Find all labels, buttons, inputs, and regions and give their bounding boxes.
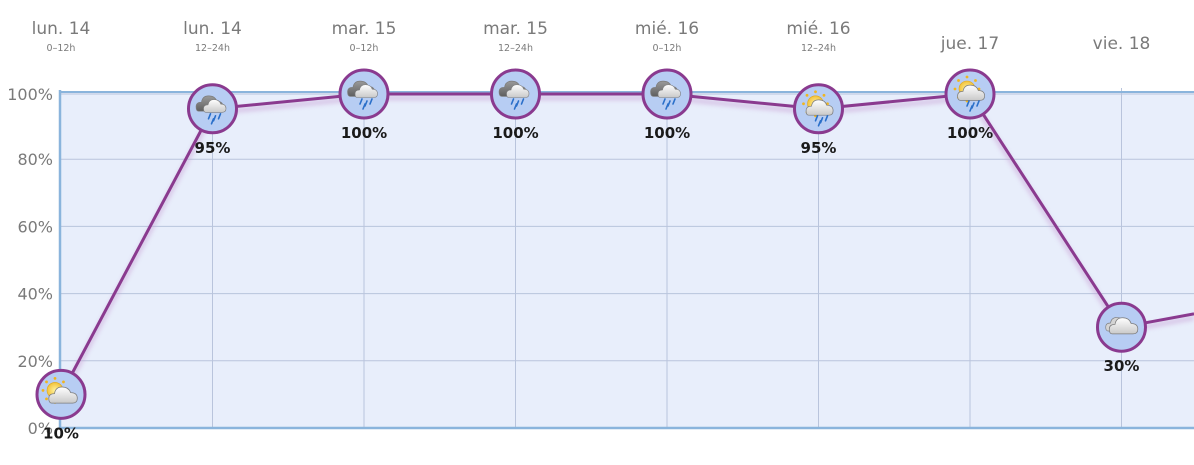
data-label: 100% <box>341 124 387 142</box>
y-tick-label: 100% <box>7 85 53 104</box>
data-label: 100% <box>644 124 690 142</box>
x-tick-day-label: mar. 15 <box>332 19 397 39</box>
data-point[interactable] <box>793 83 844 135</box>
x-tick-day-label: mié. 16 <box>635 19 699 39</box>
cloud-rain-icon <box>650 80 681 110</box>
x-tick-period-label: 0–12h <box>350 43 379 54</box>
x-tick-day-label: lun. 14 <box>183 19 242 39</box>
x-tick-day-label: lun. 14 <box>32 19 91 39</box>
x-tick-day-label: mar. 15 <box>483 19 548 39</box>
cloud-rain-icon <box>195 95 227 125</box>
data-label: 100% <box>492 124 538 142</box>
y-tick-label: 20% <box>17 352 53 371</box>
sun-cloud-icon <box>41 377 78 404</box>
y-tick-label: 0% <box>28 419 53 438</box>
data-point[interactable] <box>1096 301 1147 353</box>
data-label: 30% <box>1104 357 1140 375</box>
data-point[interactable] <box>35 368 87 420</box>
y-tick-label: 80% <box>17 150 53 169</box>
data-point[interactable] <box>944 68 996 120</box>
y-tick-label: 60% <box>17 217 53 236</box>
x-tick-period-label: 0–12h <box>653 43 682 54</box>
sun-cloud-rain-icon <box>953 75 985 112</box>
cloud-icon <box>1105 317 1139 335</box>
data-point[interactable] <box>187 83 238 135</box>
x-tick-period-label: 12–24h <box>801 43 836 54</box>
data-point[interactable] <box>641 68 693 120</box>
data-point[interactable] <box>338 68 390 120</box>
x-tick-day-label: mié. 16 <box>786 19 850 39</box>
data-point[interactable] <box>490 68 541 120</box>
y-tick-label: 40% <box>17 285 53 304</box>
cloud-rain-icon <box>498 80 530 110</box>
data-label: 100% <box>947 124 993 142</box>
x-tick-day-label: jue. 17 <box>940 34 999 54</box>
cloud-rain-icon <box>347 80 378 110</box>
x-tick-period-label: 12–24h <box>195 43 230 54</box>
x-tick-period-label: 0–12h <box>47 43 76 54</box>
x-tick-day-label: vie. 18 <box>1093 34 1151 54</box>
x-tick-period-label: 12–24h <box>498 43 533 54</box>
data-label: 95% <box>801 139 837 157</box>
data-label: 95% <box>195 139 231 157</box>
sun-cloud-rain-icon <box>802 90 834 127</box>
data-label: 10% <box>43 424 79 442</box>
